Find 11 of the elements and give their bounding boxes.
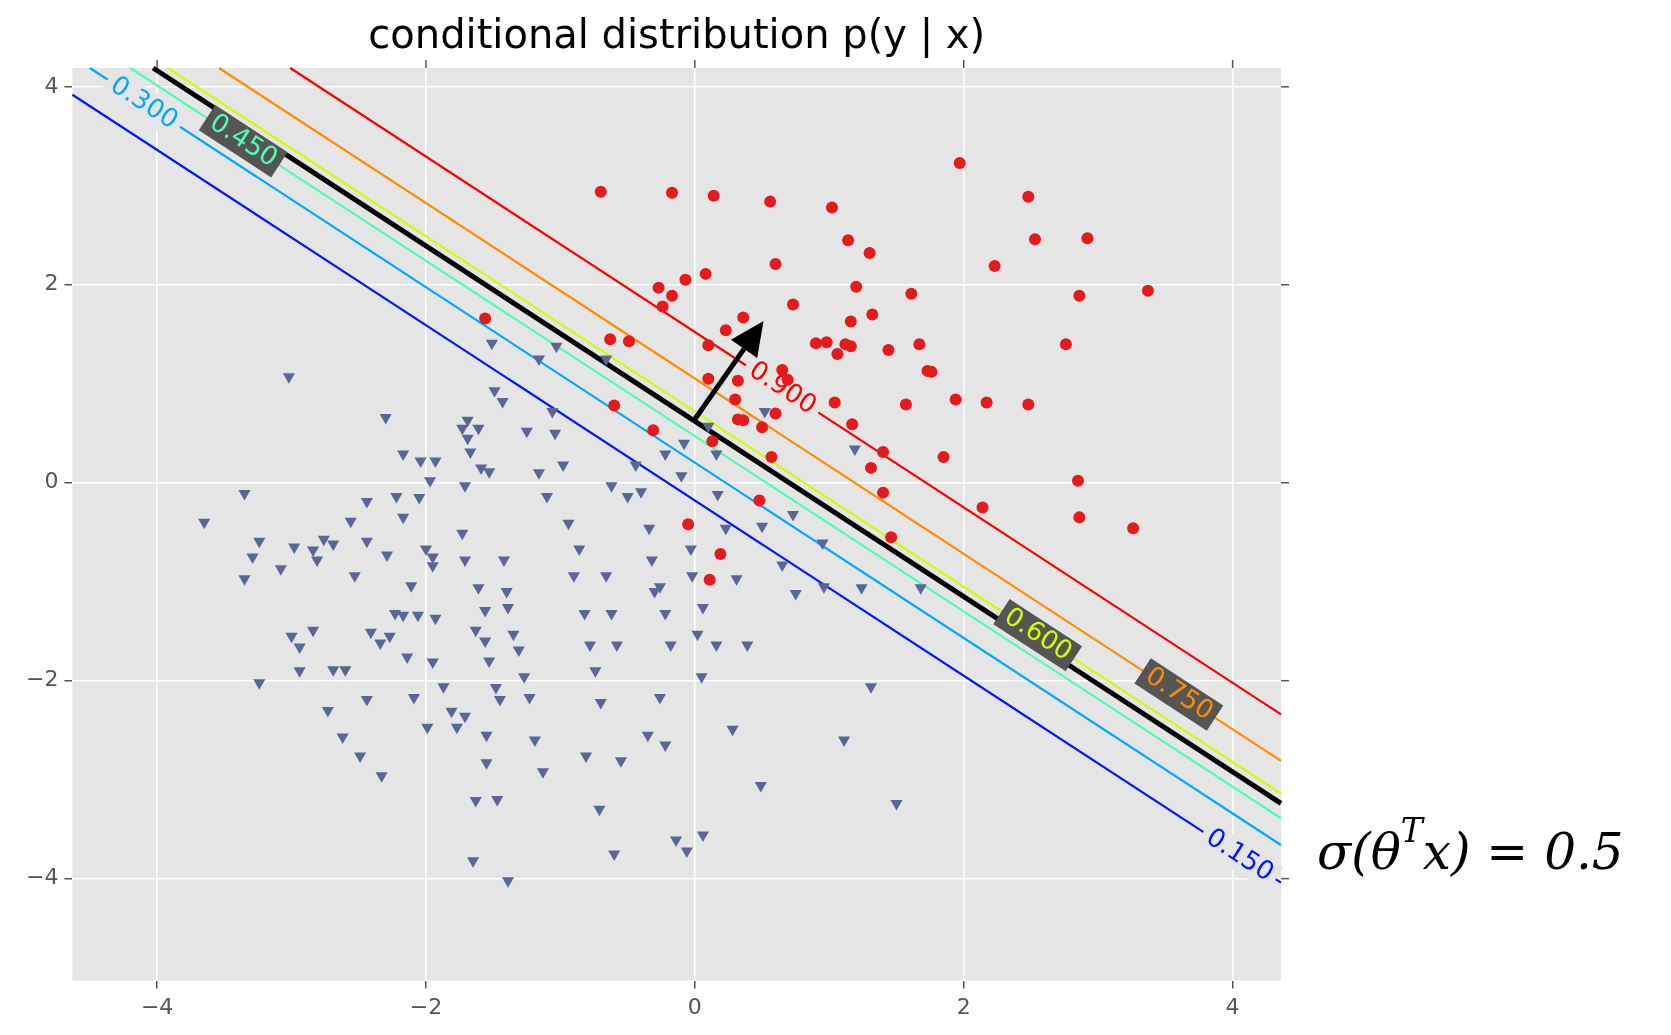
y-tick-label: −2 (25, 666, 59, 692)
y-tick-label: −4 (25, 864, 59, 890)
x-tick-label: 4 (1225, 993, 1240, 1019)
x-tick-label: −4 (140, 993, 174, 1019)
chart-title: conditional distribution p(y | x) (368, 11, 986, 58)
y-tick-label: 2 (44, 270, 59, 296)
y-tick-label: 4 (44, 72, 59, 98)
x-tick-label: 2 (956, 993, 971, 1019)
y-tick-label: 0 (44, 468, 59, 494)
x-tick-label: 0 (687, 993, 702, 1019)
x-tick-label: −2 (409, 993, 443, 1019)
